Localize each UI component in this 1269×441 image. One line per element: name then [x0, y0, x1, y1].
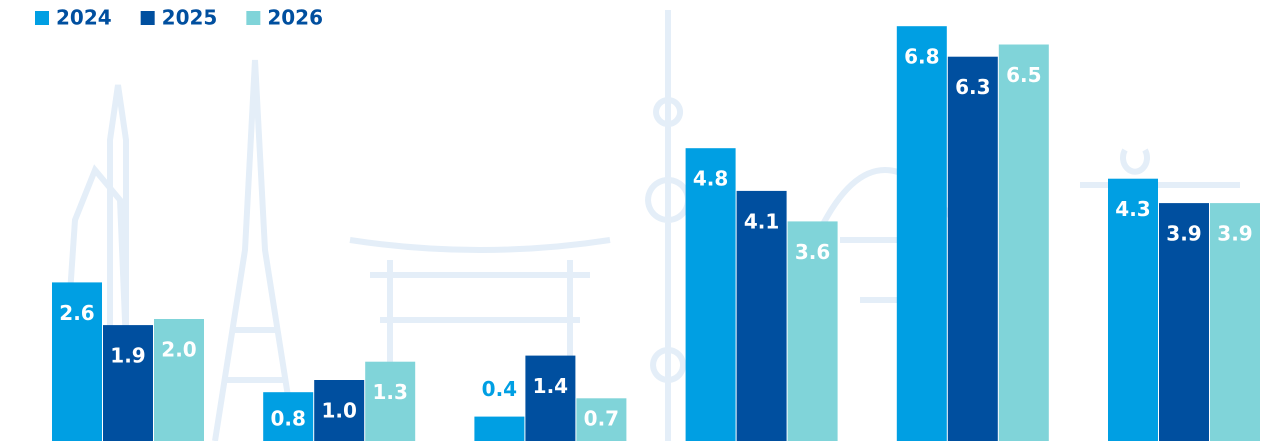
value-label: 2.0	[161, 338, 196, 362]
value-label: 1.0	[321, 399, 356, 423]
bars: 2.6 1.9 2.0 0.8 1.0 1.3 0.4 1.4 0.7 4.8 4.1 3.6 6.8 6…	[52, 26, 1260, 441]
value-label: 4.1	[744, 209, 779, 233]
legend-label: 2024	[56, 6, 112, 30]
bar	[896, 26, 947, 441]
legend-swatch	[140, 11, 155, 25]
value-label: 1.9	[110, 344, 145, 368]
bar	[787, 221, 838, 441]
value-label: 6.8	[904, 45, 939, 69]
value-label: 1.4	[533, 374, 568, 398]
background-landmarks	[57, 10, 1240, 441]
bar	[576, 398, 627, 441]
value-label: 0.4	[482, 377, 517, 401]
value-label: 0.8	[270, 407, 305, 431]
legend-label: 2025	[162, 6, 218, 30]
bar	[1108, 178, 1158, 441]
value-label: 4.8	[693, 167, 728, 191]
value-label: 3.9	[1166, 222, 1201, 246]
bar	[52, 282, 102, 441]
legend: 2024 2025 2026	[35, 6, 323, 30]
bar	[525, 355, 576, 441]
value-label: 2.6	[59, 301, 94, 325]
decoration	[349, 237, 611, 441]
bar	[1159, 203, 1209, 441]
bar	[263, 392, 314, 441]
value-label: 3.9	[1217, 222, 1252, 246]
value-label: 6.5	[1006, 63, 1041, 87]
bar	[736, 190, 787, 441]
bar	[947, 56, 998, 441]
decoration	[212, 59, 298, 441]
decoration	[645, 10, 691, 441]
bar	[154, 319, 204, 441]
bar	[474, 416, 525, 441]
legend-swatch	[35, 11, 49, 25]
bar	[103, 325, 153, 441]
bar	[685, 148, 736, 441]
value-label: 0.7	[584, 407, 619, 431]
value-label: 6.3	[955, 75, 990, 99]
legend-swatch	[246, 11, 261, 25]
legend-label: 2026	[267, 6, 323, 30]
bar	[365, 361, 416, 441]
value-label: 4.3	[1115, 197, 1150, 221]
bar	[1210, 203, 1260, 441]
value-label: 3.6	[795, 240, 830, 264]
value-label: 1.3	[372, 380, 407, 404]
bar	[998, 44, 1049, 441]
bar	[314, 380, 365, 441]
